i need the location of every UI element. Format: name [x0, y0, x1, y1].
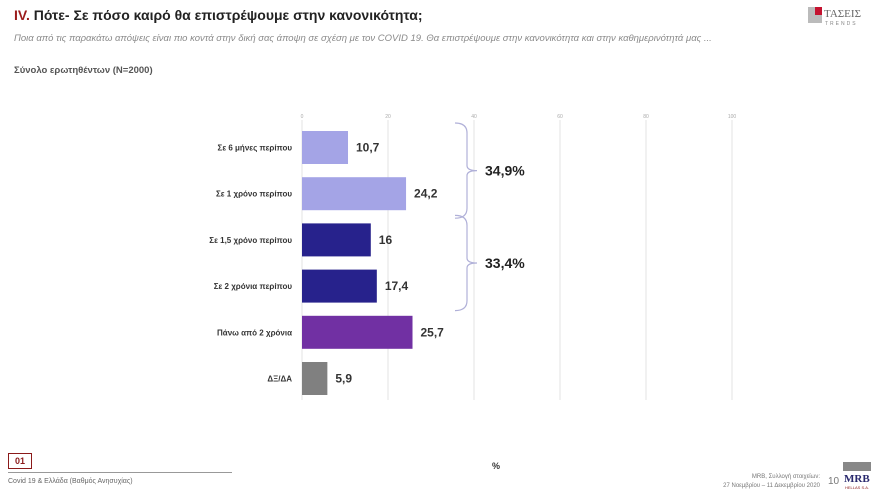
- x-tick-label: 80: [643, 114, 649, 120]
- category-label: Σε 1,5 χρόνο περίπου: [209, 236, 292, 245]
- svg-text:ΤΑΣΕΙΣ: ΤΑΣΕΙΣ: [824, 8, 861, 20]
- x-axis-label: %: [492, 461, 501, 471]
- category-label: Σε 2 χρόνια περίπου: [214, 282, 293, 291]
- bar: [302, 362, 328, 395]
- x-tick-label: 100: [728, 114, 737, 120]
- group-bracket: [454, 122, 478, 219]
- group-total-label: 33,4%: [485, 255, 525, 271]
- mrb-logo: MRB HELLAS S.A.: [843, 462, 871, 490]
- group-bracket: [454, 214, 478, 312]
- footer-divider: [8, 472, 232, 473]
- source-line-2: 27 Νοεμβρίου – 11 Δεκεμβρίου 2020: [723, 483, 820, 489]
- title-text: Πότε- Σε πόσο καιρό θα επιστρέψουμε στην…: [29, 7, 423, 23]
- group-total-label: 34,9%: [485, 163, 525, 179]
- source-note: MRB, Συλλογή στοιχείων: 27 Νοεμβρίου – 11…: [690, 473, 820, 491]
- data-label: 25,7: [421, 325, 445, 339]
- x-tick-label: 40: [471, 114, 477, 120]
- footer-topic: Covid 19 & Ελλάδα (Βαθμός Ανησυχίας): [8, 478, 133, 485]
- category-label: ΔΞ/ΔΑ: [267, 375, 292, 384]
- data-label: 17,4: [385, 279, 409, 293]
- svg-text:TRENDS: TRENDS: [825, 21, 858, 27]
- tasis-logo: ΤΑΣΕΙΣ TRENDS: [808, 7, 861, 27]
- category-label: Σε 1 χρόνο περίπου: [216, 190, 292, 199]
- category-label: Πάνω από 2 χρόνια: [217, 328, 292, 337]
- svg-text:HELLAS S.A.: HELLAS S.A.: [845, 485, 869, 490]
- bar: [302, 315, 413, 349]
- x-tick-label: 20: [385, 114, 391, 120]
- category-label: Σε 6 μήνες περίπου: [218, 144, 293, 153]
- sample-base: Σύνολο ερωτηθέντων (N=2000): [14, 65, 153, 76]
- data-label: 10,7: [356, 141, 380, 155]
- bar: [302, 177, 407, 211]
- page-title: IV. Πότε- Σε πόσο καιρό θα επιστρέψουμε …: [14, 7, 423, 23]
- question-text: Ποια από τις παρακάτω απόψεις είναι πιο …: [14, 33, 712, 44]
- data-label: 5,9: [335, 372, 352, 386]
- section-number: 01: [8, 453, 32, 469]
- bar: [302, 269, 377, 303]
- page-number: 10: [828, 476, 840, 487]
- bar: [302, 223, 371, 257]
- x-tick-label: 60: [557, 114, 563, 120]
- data-label: 24,2: [414, 187, 438, 201]
- data-label: 16: [379, 233, 393, 247]
- source-line-1: MRB, Συλλογή στοιχείων:: [751, 474, 820, 480]
- svg-text:MRB: MRB: [844, 473, 870, 485]
- title-number: IV.: [14, 7, 30, 23]
- bar: [302, 131, 349, 164]
- x-tick-label: 0: [301, 114, 304, 120]
